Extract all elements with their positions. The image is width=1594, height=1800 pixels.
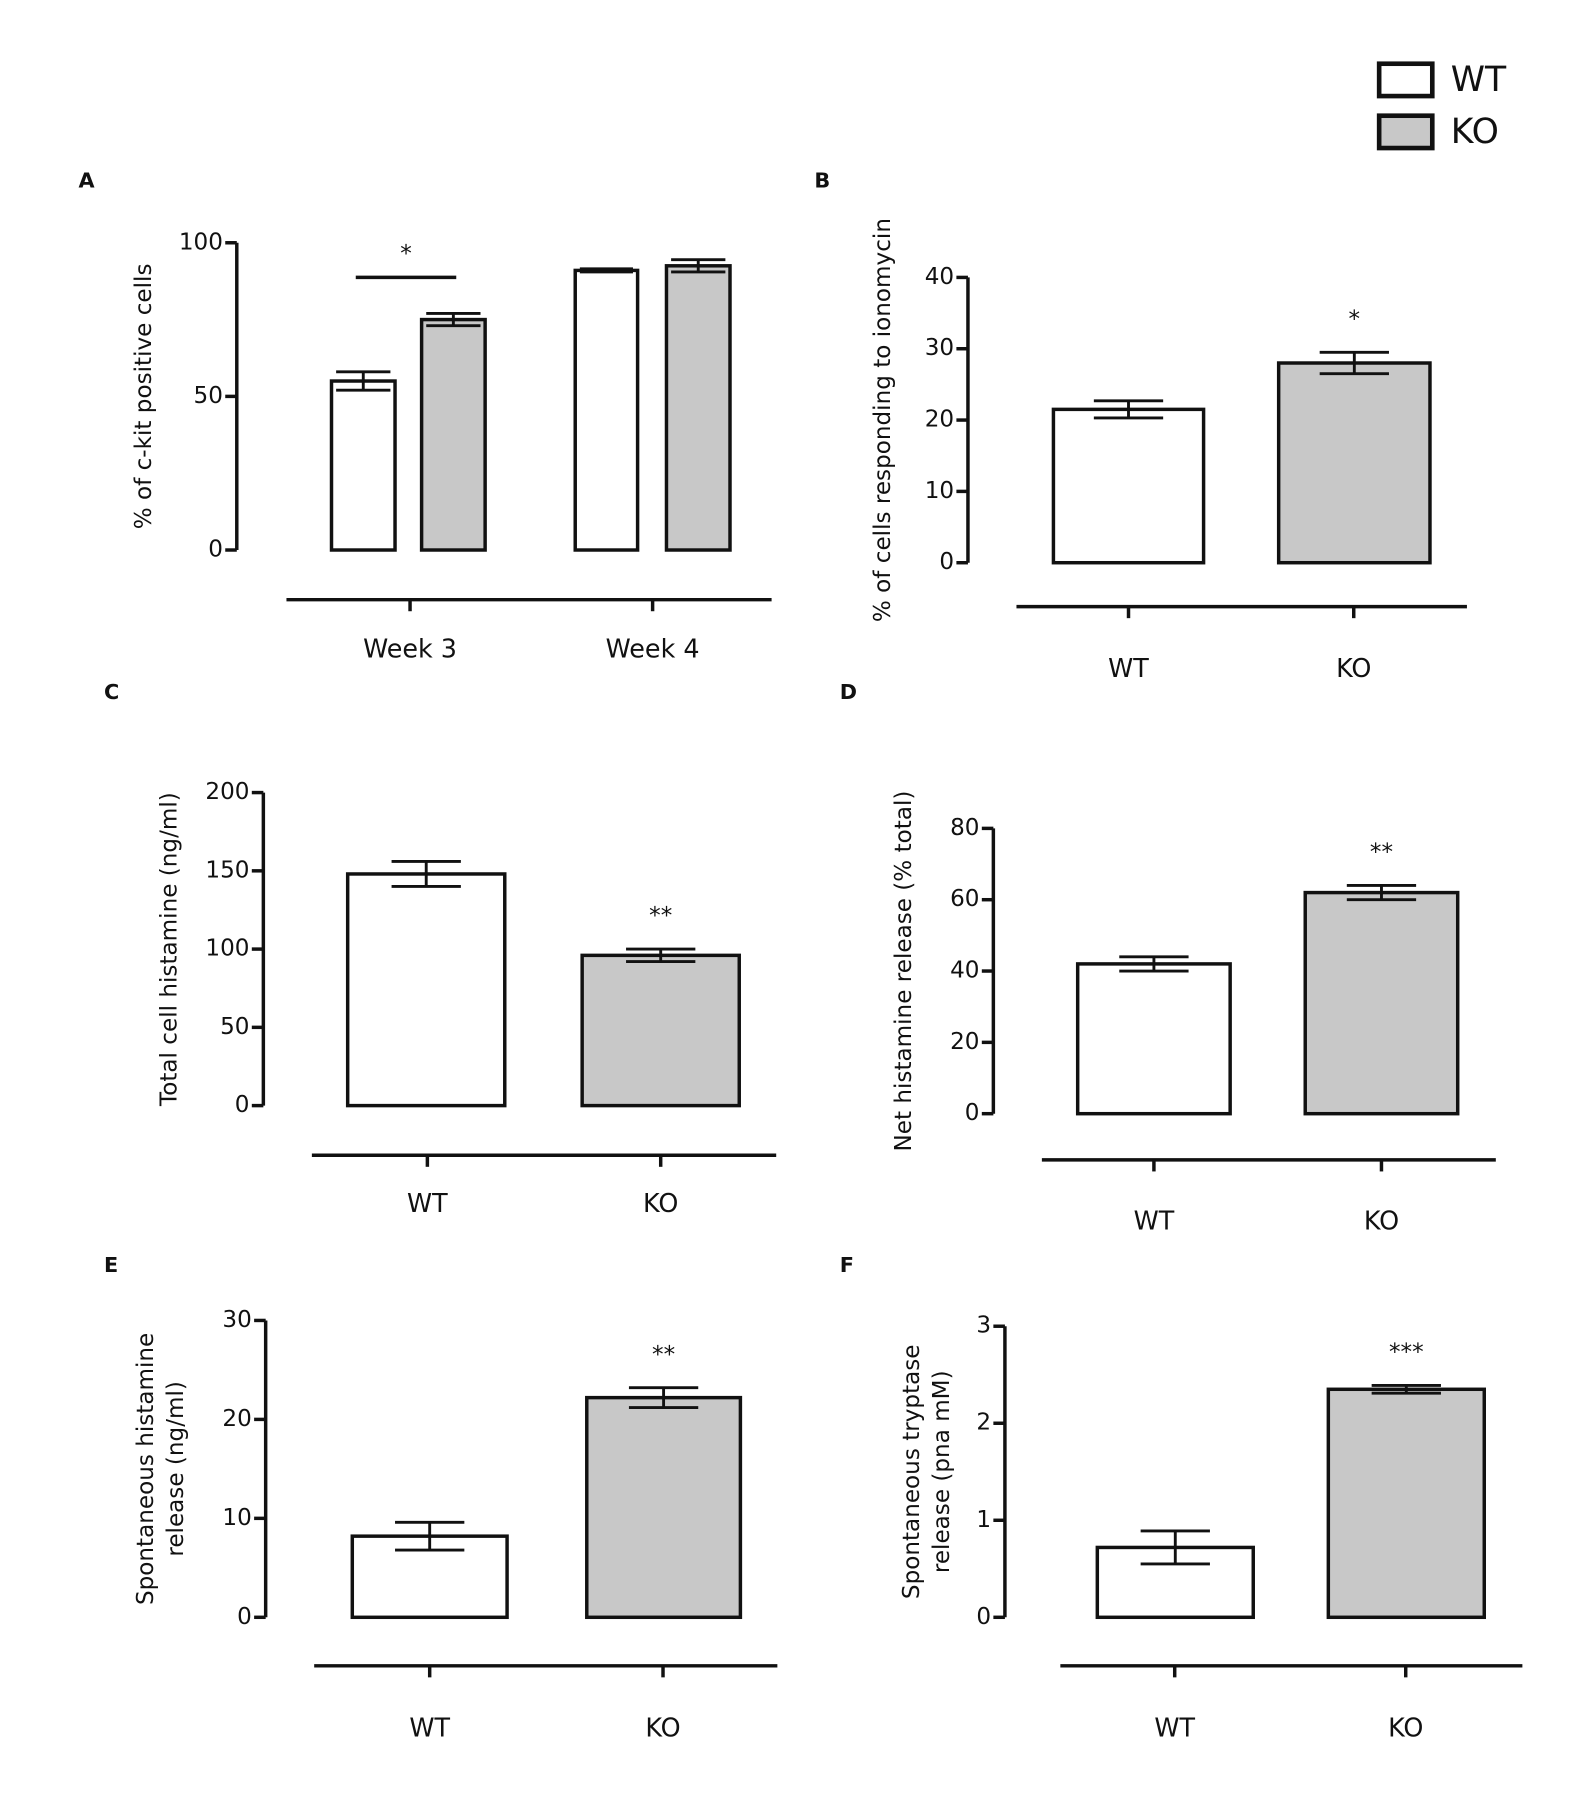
y-axis-label: Spontaneous tryptase — [899, 1344, 925, 1599]
x-tick-label: WT — [1108, 653, 1149, 683]
y-tick-label: 40 — [950, 958, 979, 984]
y-tick-label: 2 — [976, 1410, 991, 1436]
y-tick-label: 20 — [222, 1406, 251, 1432]
legend-swatch — [1376, 113, 1435, 151]
bar — [1051, 407, 1206, 565]
panel-0: A 0 50 100 % of c-kit positive cells Week 3 We… — [79, 169, 772, 664]
x-tick-label: WT — [407, 1188, 448, 1218]
legend-label: WT — [1451, 60, 1507, 100]
y-tick-label: 0 — [965, 1100, 980, 1126]
y-tick-label: 1 — [976, 1507, 991, 1533]
y-axis-label: release (pna mM) — [929, 1370, 955, 1573]
bar — [585, 1395, 743, 1620]
y-tick-label: 0 — [208, 537, 223, 563]
bar — [573, 268, 640, 552]
y-tick-label: 30 — [925, 335, 954, 361]
y-tick-label: 20 — [925, 407, 954, 433]
x-tick-label: Week 4 — [606, 634, 700, 664]
x-tick-label: Week 3 — [363, 634, 457, 664]
bar — [1276, 361, 1432, 565]
bar — [580, 953, 741, 1108]
y-tick-label: 10 — [222, 1505, 251, 1531]
y-tick-label: 150 — [205, 857, 249, 883]
panel-5: F 0 1 2 3 Spontaneous tryptase release (pna mM… — [840, 1253, 1523, 1742]
x-tick-label: WT — [1134, 1205, 1175, 1235]
panel-letter: A — [79, 169, 95, 193]
y-axis-label: release (ng/ml) — [163, 1381, 189, 1557]
significance-marker: ** — [649, 903, 672, 929]
significance-marker: * — [1349, 306, 1361, 332]
y-tick-label: 0 — [976, 1604, 991, 1630]
y-tick-label: 0 — [939, 549, 954, 575]
bar — [1095, 1545, 1255, 1620]
y-tick-label: 200 — [205, 779, 249, 805]
y-axis-label: Total cell histamine (ng/ml) — [156, 792, 182, 1107]
y-tick-label: 0 — [235, 1092, 250, 1118]
x-tick-label: WT — [409, 1712, 450, 1742]
significance-marker: *** — [1389, 1340, 1424, 1366]
x-tick-label: KO — [1388, 1712, 1423, 1742]
y-tick-label: 80 — [950, 815, 979, 841]
panel-letter: D — [840, 680, 857, 704]
bar — [329, 379, 397, 552]
y-tick-label: 100 — [205, 936, 249, 962]
panel-letter: F — [840, 1253, 854, 1277]
bar — [1303, 890, 1460, 1116]
y-axis-label: Net histamine release (% total) — [891, 791, 917, 1152]
y-axis-label: % of cells responding to ionomycin — [870, 218, 896, 622]
y-tick-label: 40 — [925, 264, 954, 290]
y-tick-label: 50 — [220, 1014, 249, 1040]
significance-marker: * — [400, 241, 412, 267]
y-tick-label: 0 — [237, 1604, 252, 1630]
y-axis-label: % of c-kit positive cells — [131, 263, 157, 529]
panel-letter: C — [104, 680, 119, 704]
y-tick-label: 10 — [925, 478, 954, 504]
x-tick-label: KO — [645, 1712, 680, 1742]
legend-swatch — [1376, 61, 1435, 99]
panel-letter: E — [104, 1253, 118, 1277]
bar — [1326, 1387, 1487, 1620]
y-tick-label: 50 — [194, 383, 223, 409]
bar — [1075, 962, 1232, 1116]
x-tick-label: KO — [1336, 653, 1371, 683]
x-tick-label: WT — [1154, 1712, 1195, 1742]
legend-label: KO — [1451, 112, 1499, 152]
bar — [664, 264, 732, 552]
panel-letter: B — [814, 169, 830, 193]
panel-1: B 0 10 20 30 40 % of cells responding to ionom… — [814, 169, 1467, 683]
significance-marker: ** — [1370, 840, 1393, 866]
bar — [419, 317, 487, 552]
panel-2: C 0 50 100 150 200 Total cell histamine (ng/ml… — [104, 680, 777, 1218]
x-tick-label: KO — [643, 1188, 678, 1218]
panel-4: E 0 10 20 30 Spontaneous histamine release (ng… — [104, 1253, 778, 1742]
significance-marker: ** — [652, 1342, 675, 1368]
y-tick-label: 20 — [950, 1029, 979, 1055]
x-tick-label: KO — [1364, 1205, 1399, 1235]
y-tick-label: 60 — [950, 886, 979, 912]
bar — [345, 872, 507, 1108]
y-tick-label: 100 — [179, 229, 223, 255]
y-tick-label: 3 — [976, 1313, 991, 1339]
y-tick-label: 30 — [222, 1307, 251, 1333]
panel-3: D 0 20 40 60 80 Net histamine release (% total… — [840, 680, 1496, 1235]
y-axis-label: Spontaneous histamine — [133, 1333, 159, 1605]
